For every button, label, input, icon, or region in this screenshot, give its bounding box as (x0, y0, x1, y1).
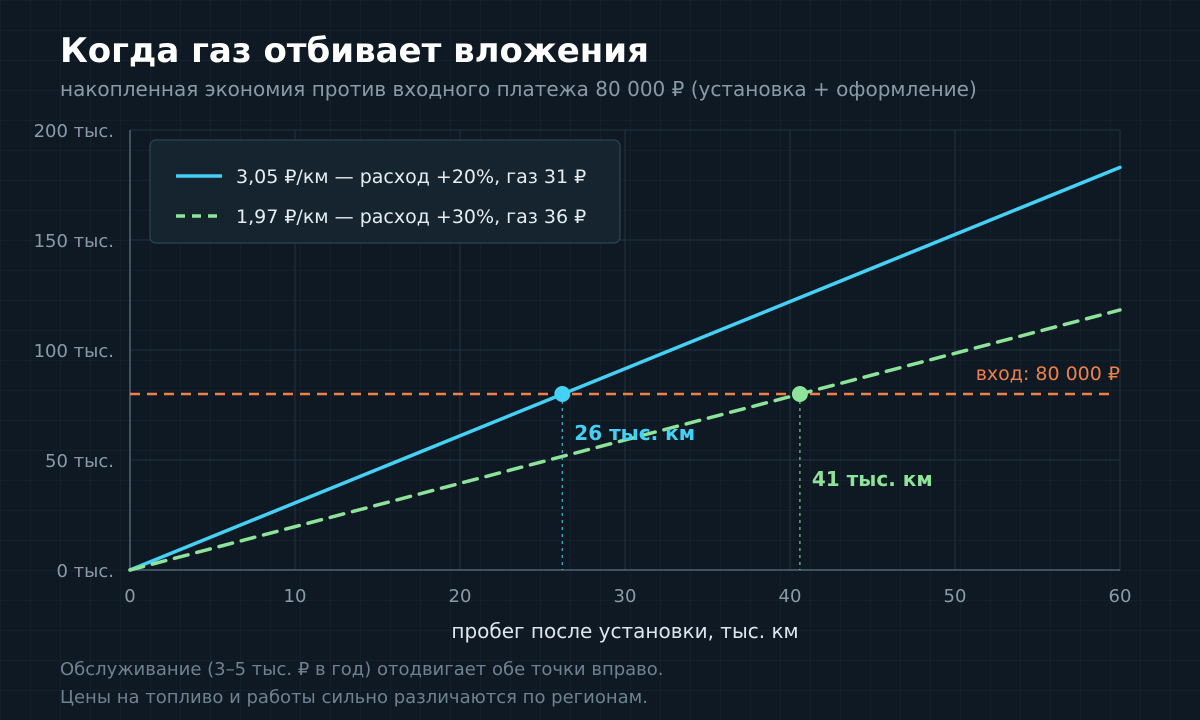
legend-label: 3,05 ₽/км — расход +20%, газ 31 ₽ (236, 166, 586, 188)
chart-title: Когда газ отбивает вложения (60, 31, 649, 71)
chart-subtitle: накопленная экономия против входного пла… (60, 77, 977, 101)
x-tick-label: 10 (284, 586, 307, 607)
y-tick-label: 0 тыс. (57, 561, 115, 582)
legend: 3,05 ₽/км — расход +20%, газ 31 ₽ 1,97 ₽/… (149, 139, 621, 244)
x-tick-label: 20 (449, 586, 472, 607)
axes: 0 10 20 30 40 50 60 0 тыс. 50 тыс. 100 тыс. 150 ты… (34, 121, 1132, 607)
y-tick-label: 150 тыс. (34, 231, 114, 252)
x-tick-label: 60 (1109, 586, 1132, 607)
x-tick-label: 0 (124, 586, 135, 607)
breakeven-marker (791, 386, 808, 402)
series (128, 165, 1122, 572)
breakeven-marker (554, 386, 571, 402)
series-line-1 (128, 165, 1122, 572)
y-tick-label: 50 тыс. (45, 451, 114, 472)
x-tick-label: 50 (944, 586, 967, 607)
legend-label: 1,97 ₽/км — расход +30%, газ 36 ₽ (236, 206, 586, 228)
footnote: Цены на топливо и работы сильно различаю… (60, 687, 648, 708)
breakeven-label: 41 тыс. км (812, 467, 933, 491)
y-tick-label: 200 тыс. (34, 121, 114, 142)
threshold-label: вход: 80 000 ₽ (976, 363, 1120, 385)
breakeven-label: 26 тыс. км (574, 421, 695, 445)
y-tick-label: 100 тыс. (34, 341, 114, 362)
x-axis-label: пробег после установки, тыс. км (451, 619, 798, 643)
x-tick-label: 40 (779, 586, 802, 607)
footnotes: Обслуживание (3–5 тыс. ₽ в год) отодвига… (60, 656, 664, 712)
legend-box (149, 139, 621, 244)
footnote: Обслуживание (3–5 тыс. ₽ в год) отодвига… (60, 659, 664, 680)
series-line-2 (128, 308, 1122, 572)
threshold: вход: 80 000 ₽ (130, 363, 1120, 396)
x-tick-label: 30 (614, 586, 637, 607)
breakeven-points: 26 тыс. км 41 тыс. км (554, 386, 933, 570)
